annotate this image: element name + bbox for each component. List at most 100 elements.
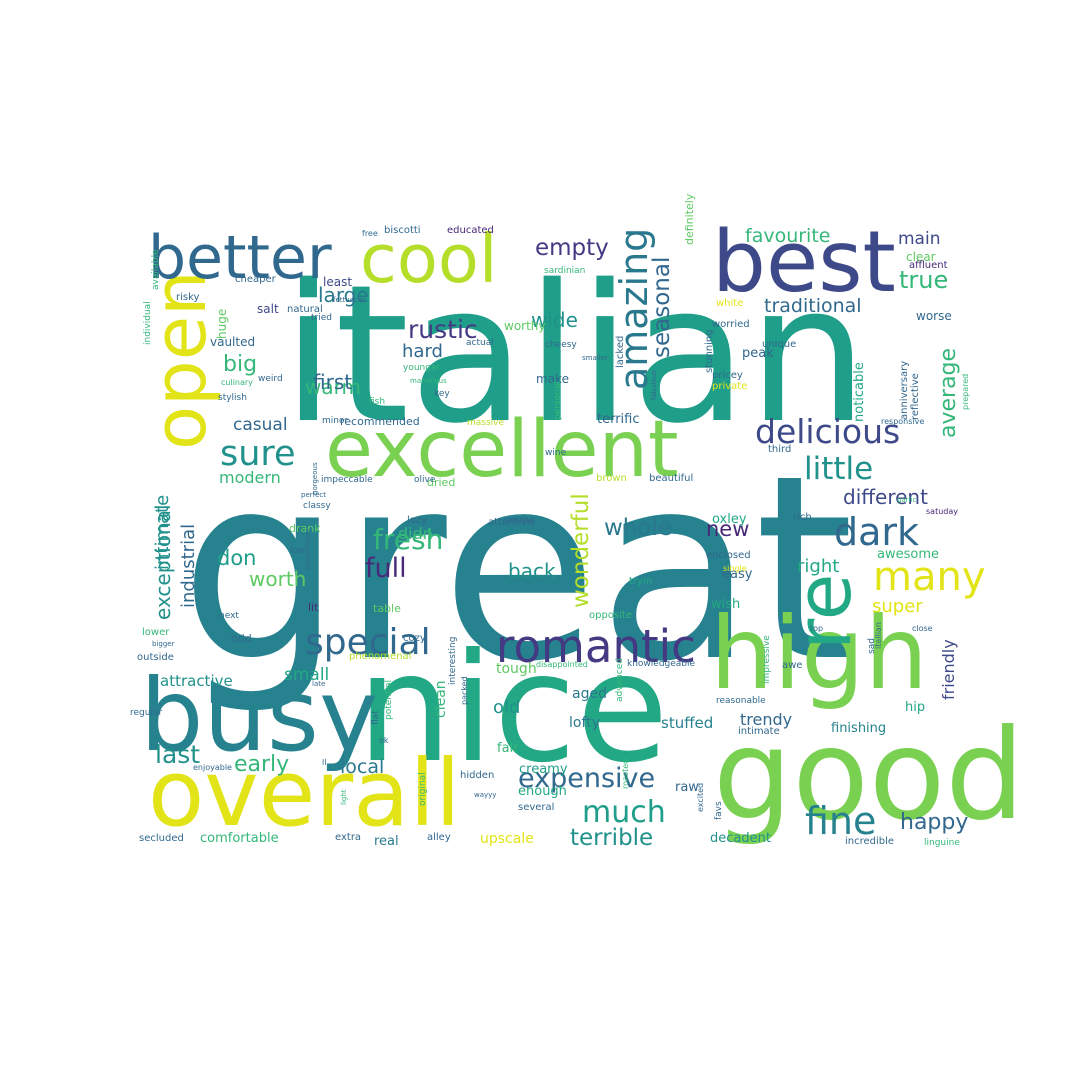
word-phenomenal: phenomenal xyxy=(349,651,411,662)
word-massive: massive xyxy=(467,418,504,428)
word-advanced: advanced xyxy=(615,658,625,702)
word-light: light xyxy=(340,789,348,805)
word-fish: fish xyxy=(369,397,385,407)
word-close: close xyxy=(912,624,933,633)
word-next: next xyxy=(219,611,239,621)
word-natural: natural xyxy=(287,304,323,315)
word-decadent: decadent xyxy=(710,831,771,846)
word-fair: fair xyxy=(497,741,519,756)
word-anniversary: anniversary xyxy=(899,361,910,420)
word-private: private xyxy=(712,381,747,392)
word-main: main xyxy=(898,229,940,249)
word-hard: hard xyxy=(402,341,443,362)
word-lower: lower xyxy=(142,627,170,638)
word-true: true xyxy=(899,266,948,294)
word-many: many xyxy=(873,554,986,600)
word-large: large xyxy=(318,283,369,307)
word-enough: enough xyxy=(518,784,567,799)
word-educated: educated xyxy=(447,225,494,236)
word-comfortable: comfortable xyxy=(200,831,279,846)
word-worse: worse xyxy=(916,309,952,323)
word-fine: fine xyxy=(805,799,876,843)
word-extra: extra xyxy=(335,832,361,843)
word-noticable: noticable xyxy=(852,362,867,422)
word-reflective: reflective xyxy=(910,373,921,420)
word-stuffed: stuffed xyxy=(661,714,713,732)
word-prepared: prepared xyxy=(961,374,970,410)
word-early: early xyxy=(234,752,289,777)
word-upscale: upscale xyxy=(480,831,534,847)
word-opposite: opposite xyxy=(589,610,632,621)
word-stunning: stunning xyxy=(704,329,715,373)
word-rich: rich xyxy=(793,512,812,523)
word-alley: alley xyxy=(427,832,451,843)
word-fresh: fresh xyxy=(373,523,443,556)
word-awesome: awesome xyxy=(877,547,939,562)
word-younger: younger xyxy=(403,363,440,373)
word-modern: modern xyxy=(219,468,281,487)
word-knowledgeable: knowledgeable xyxy=(627,659,696,669)
word-several: several xyxy=(518,802,554,813)
word-busy: busy xyxy=(140,657,378,774)
word-roasted: roasted xyxy=(621,759,630,789)
word-outside: outside xyxy=(137,652,174,663)
word-romantic: romantic xyxy=(496,620,696,673)
word-unique: unique xyxy=(762,339,796,350)
word-wonderful: wonderful xyxy=(568,493,594,608)
word-tough: tough xyxy=(496,661,537,677)
word-odd: odd xyxy=(231,632,252,645)
word-intimate: intimate xyxy=(152,495,173,570)
word-interesting: interesting xyxy=(448,637,458,685)
word-linguine: linguine xyxy=(924,838,960,848)
word-stylish: stylish xyxy=(218,393,247,403)
word-smaller: smaller xyxy=(582,354,608,362)
word-pretentious: pretentious xyxy=(304,530,312,570)
word-new: new xyxy=(706,517,749,541)
word-whole: whole xyxy=(604,515,672,541)
word-lit: lit xyxy=(308,601,319,614)
word-secluded: secluded xyxy=(139,833,184,844)
word-sardinian: sardinian xyxy=(544,266,585,276)
word-worthy: worthy xyxy=(504,319,546,333)
word-dark: dark xyxy=(834,510,919,554)
word-real: real xyxy=(374,834,399,849)
word-gorgeous: gorgeous xyxy=(311,462,319,495)
word-aged: aged xyxy=(572,686,607,702)
word-easy: easy xyxy=(722,567,753,582)
word-ll: ll xyxy=(322,758,326,767)
word-table: table xyxy=(373,602,401,615)
word-little: little xyxy=(804,451,873,487)
word-full: full xyxy=(365,553,407,584)
word-sad: sad xyxy=(867,638,877,654)
word-re: re xyxy=(779,574,868,650)
word-beautiful: beautiful xyxy=(649,473,693,484)
word-minor: minor xyxy=(322,416,348,426)
word-huge: huge xyxy=(215,309,229,339)
word-great: great xyxy=(180,421,854,718)
word-local: local xyxy=(340,756,384,778)
word-individual: individual xyxy=(143,301,153,345)
word-cheaper: cheaper xyxy=(235,274,277,285)
word-open: open xyxy=(138,270,222,450)
word-much: much xyxy=(582,795,666,830)
word-perfect: perfect xyxy=(301,491,326,499)
word-wish: wish xyxy=(711,597,740,612)
word-special: special xyxy=(305,622,431,663)
word-super: super xyxy=(872,596,923,617)
word-satuday: satuday xyxy=(926,507,958,516)
word-cheesy: cheesy xyxy=(545,340,577,350)
word-marvelous: marvelous xyxy=(410,377,447,385)
word-cool: cool xyxy=(360,220,497,298)
word-excited: excited xyxy=(696,783,705,812)
word-dried: dried xyxy=(427,476,455,489)
word-impeccable: impeccable xyxy=(321,475,373,485)
word-make: make xyxy=(536,372,569,386)
word-lazy: lazy xyxy=(407,515,427,526)
word-expensive: expensive xyxy=(518,763,655,794)
word-actual: actual xyxy=(466,338,494,348)
word-hidden: hidden xyxy=(460,770,494,781)
word-recommended: recommended xyxy=(340,415,420,428)
word-good: good xyxy=(713,703,1025,848)
